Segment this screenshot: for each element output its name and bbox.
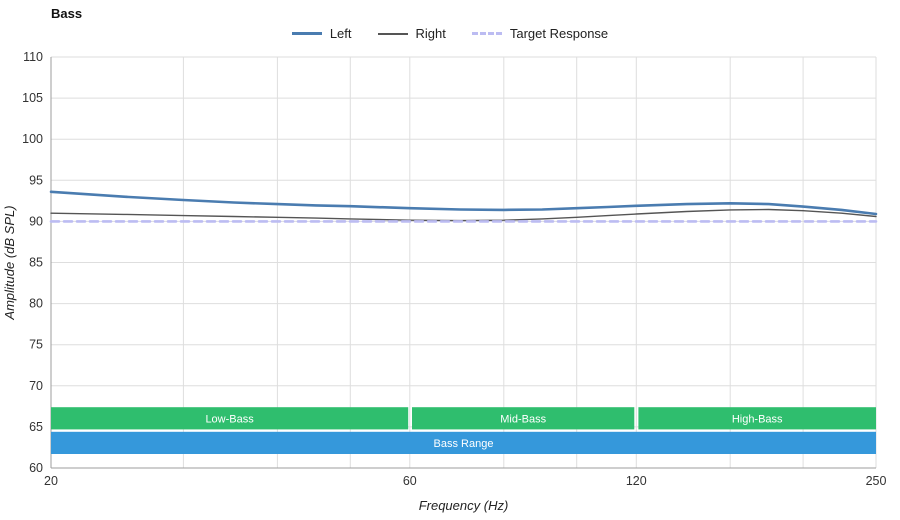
y-tick-label: 105 xyxy=(22,91,43,105)
y-tick-label: 70 xyxy=(29,379,43,393)
band-label-bass-range: Bass Range xyxy=(434,438,494,450)
range-bands: Low-Bass Mid-Bass High-Bass Bass Range xyxy=(51,407,876,454)
band-label-mid-bass: Mid-Bass xyxy=(500,413,546,425)
legend-swatch-right xyxy=(377,32,408,35)
band-mid-bass xyxy=(412,407,635,430)
y-tick-label: 60 xyxy=(29,461,43,475)
chart-legend: Left Right Target Response xyxy=(0,26,900,41)
legend-item-target-response[interactable]: Target Response xyxy=(471,26,609,41)
gridlines xyxy=(50,56,877,469)
x-tick-label: 20 xyxy=(44,474,58,488)
band-label-low-bass: Low-Bass xyxy=(205,413,254,425)
band-bass-range xyxy=(51,431,876,454)
legend-item-left[interactable]: Left xyxy=(291,26,352,41)
x-tick-label: 60 xyxy=(403,474,417,488)
y-tick-label: 75 xyxy=(29,338,43,352)
series-lines xyxy=(49,190,878,223)
y-tick-label: 85 xyxy=(29,256,43,270)
y-tick-label: 95 xyxy=(29,173,43,187)
y-tick-label: 100 xyxy=(22,132,43,146)
band-high-bass xyxy=(638,407,876,430)
legend-swatch-left xyxy=(291,32,322,35)
legend-swatch-target-response xyxy=(471,32,502,35)
band-low-bass xyxy=(51,407,409,430)
x-tick-label: 250 xyxy=(866,474,887,488)
y-tick-label: 65 xyxy=(29,420,43,434)
band-label-high-bass: High-Bass xyxy=(732,413,783,425)
y-axis-title: Amplitude (dB SPL) xyxy=(2,205,17,320)
x-axis-title: Frequency (Hz) xyxy=(419,498,509,513)
legend-item-right[interactable]: Right xyxy=(377,26,446,41)
chart-title: Bass xyxy=(51,6,83,21)
series-line-left xyxy=(49,190,878,216)
x-tick-label: 120 xyxy=(626,474,647,488)
y-tick-label: 80 xyxy=(29,297,43,311)
y-tick-label: 90 xyxy=(29,214,43,228)
legend-label-target-response: Target Response xyxy=(509,26,609,41)
y-tick-label: 110 xyxy=(23,50,43,64)
legend-label-left: Left xyxy=(329,26,352,41)
legend-label-right: Right xyxy=(415,26,446,41)
series-line-right xyxy=(50,208,877,222)
